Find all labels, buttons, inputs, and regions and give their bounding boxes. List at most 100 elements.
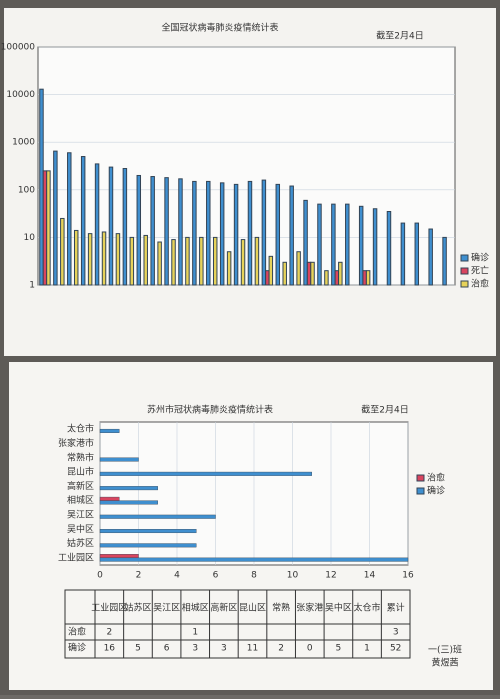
y-tick-label: 吴中区: [67, 523, 94, 535]
bar: [261, 179, 267, 286]
bar: [400, 222, 406, 286]
bar: [365, 270, 371, 286]
y-tick-label: 吴江区: [67, 509, 94, 520]
table-header: 相城区: [182, 602, 209, 614]
legend-label: 确诊: [427, 485, 445, 497]
bar: [39, 88, 44, 286]
bar: [334, 270, 340, 286]
bar: [94, 163, 100, 286]
bar: [99, 557, 409, 562]
x-tick-label: 4: [174, 571, 180, 581]
bar: [254, 236, 260, 286]
bar: [192, 180, 197, 286]
table-header: 太仓市: [354, 602, 381, 614]
table-header: 累计: [387, 602, 405, 614]
bar: [331, 203, 336, 286]
x-tick-label: 6: [213, 571, 219, 581]
bar: [136, 174, 142, 286]
bar: [268, 255, 274, 286]
legend-swatch: [460, 280, 469, 288]
table-header: 吴中区: [325, 602, 352, 614]
x-tick-label: 10: [287, 571, 299, 581]
bar: [386, 211, 392, 286]
table-cell: 1: [364, 644, 370, 654]
bar: [150, 176, 155, 286]
bar: [171, 239, 176, 286]
bar: [199, 236, 204, 286]
table-cell: 1: [192, 628, 198, 638]
class-label: 一(三)班: [428, 644, 462, 656]
row-label: 确诊: [68, 642, 86, 654]
y-tick-label: 太仓市: [67, 423, 94, 435]
legend-swatch: [416, 487, 425, 495]
bar: [338, 261, 343, 286]
bar: [101, 231, 107, 286]
bar: [358, 205, 364, 286]
chart-title: 苏州市冠状病毒肺炎疫情统计表: [147, 404, 273, 416]
table-cell: 3: [393, 628, 399, 638]
bar: [247, 180, 253, 286]
table-header: 吴江区: [153, 603, 180, 614]
bar: [99, 554, 139, 559]
bar: [87, 233, 93, 286]
table-cell: 16: [104, 644, 116, 654]
bar: [240, 239, 246, 286]
table-header: 昆山区: [239, 603, 266, 614]
y-tick-label: 100000: [1, 43, 36, 53]
y-tick-label: 10: [24, 233, 36, 243]
plot-area: [37, 46, 456, 286]
y-tick-label: 张家港市: [58, 437, 94, 449]
date-note: 截至2月4日: [361, 404, 408, 416]
x-tick-label: 8: [251, 571, 257, 581]
table-header: 工业园区: [91, 603, 127, 614]
legend-label: 死亡: [471, 265, 489, 277]
bar: [99, 496, 120, 501]
bar: [282, 261, 287, 286]
bar: [289, 185, 294, 286]
y-tick-label: 相城区: [67, 494, 94, 506]
bar: [99, 543, 197, 548]
bar: [414, 222, 420, 286]
bar: [99, 428, 120, 433]
bar: [310, 261, 315, 286]
bar: [99, 457, 139, 462]
bar: [206, 180, 211, 286]
bar: [99, 514, 216, 519]
table-cell: 52: [390, 644, 401, 654]
bar: [129, 236, 135, 286]
bar: [99, 500, 158, 505]
legend-swatch: [460, 267, 469, 275]
bar: [212, 236, 218, 286]
bar: [317, 203, 322, 286]
table-header: 常熟: [272, 602, 290, 614]
bar: [306, 261, 312, 286]
bar: [143, 234, 148, 286]
table-cell: 6: [164, 644, 170, 654]
table-cell: 2: [278, 644, 284, 654]
bar: [324, 270, 329, 286]
bar: [46, 170, 51, 286]
author-name: 黄煜茜: [431, 657, 458, 669]
bar: [226, 251, 232, 286]
bar: [122, 168, 128, 286]
x-tick-label: 0: [97, 571, 103, 581]
legend-label: 治愈: [471, 278, 489, 290]
bar: [73, 229, 79, 286]
table-cell: 5: [336, 644, 342, 654]
bar: [115, 233, 121, 286]
y-tick-label: 常熟市: [67, 451, 94, 463]
table-cell: 0: [307, 644, 313, 654]
bar: [80, 156, 86, 286]
y-tick-label: 10000: [6, 90, 35, 100]
y-tick-label: 高新区: [67, 480, 94, 492]
table-header: 姑苏区: [124, 602, 151, 614]
x-tick-label: 2: [136, 571, 142, 581]
bar: [303, 199, 308, 286]
table-cell: 3: [192, 644, 198, 654]
x-tick-label: 14: [364, 571, 376, 581]
table-header: 张家港: [296, 602, 323, 614]
bar: [42, 170, 48, 286]
bar: [219, 182, 225, 286]
